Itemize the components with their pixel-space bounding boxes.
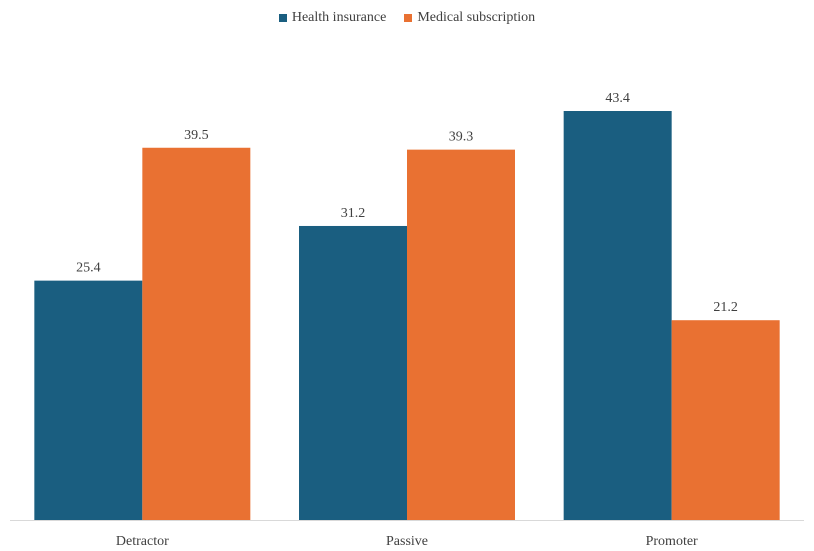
data-label-health-insurance-detractor: 25.4 bbox=[76, 261, 101, 276]
bar-health-insurance-promoter bbox=[563, 111, 672, 520]
bar-medical-subscription-promoter bbox=[671, 320, 780, 520]
x-tick-label-detractor: Detractor bbox=[116, 534, 169, 549]
legend-item-health-insurance: Health insurance bbox=[278, 10, 387, 26]
legend-swatch-health-insurance bbox=[278, 14, 287, 22]
x-tick-label-passive: Passive bbox=[386, 534, 428, 549]
legend-item-medical-subscription: Medical subscription bbox=[404, 10, 535, 26]
bar-health-insurance-passive bbox=[299, 225, 407, 520]
data-label-health-insurance-promoter: 43.4 bbox=[605, 91, 630, 106]
data-label-medical-subscription-promoter: 21.2 bbox=[713, 300, 738, 315]
bar-medical-subscription-passive bbox=[407, 149, 515, 520]
x-tick-label-promoter: Promoter bbox=[646, 534, 698, 549]
legend-label-medical-subscription: Medical subscription bbox=[417, 10, 536, 25]
legend-swatch-medical-subscription bbox=[404, 14, 413, 22]
data-label-medical-subscription-passive: 39.3 bbox=[449, 130, 474, 145]
chart-legend: Health insurance Medical subscription bbox=[0, 10, 814, 26]
legend-label-health-insurance: Health insurance bbox=[291, 10, 387, 25]
bar-health-insurance-detractor bbox=[34, 280, 143, 520]
data-label-health-insurance-passive: 31.2 bbox=[341, 206, 366, 221]
bar-medical-subscription-detractor bbox=[142, 147, 251, 520]
data-label-medical-subscription-detractor: 39.5 bbox=[184, 128, 209, 143]
